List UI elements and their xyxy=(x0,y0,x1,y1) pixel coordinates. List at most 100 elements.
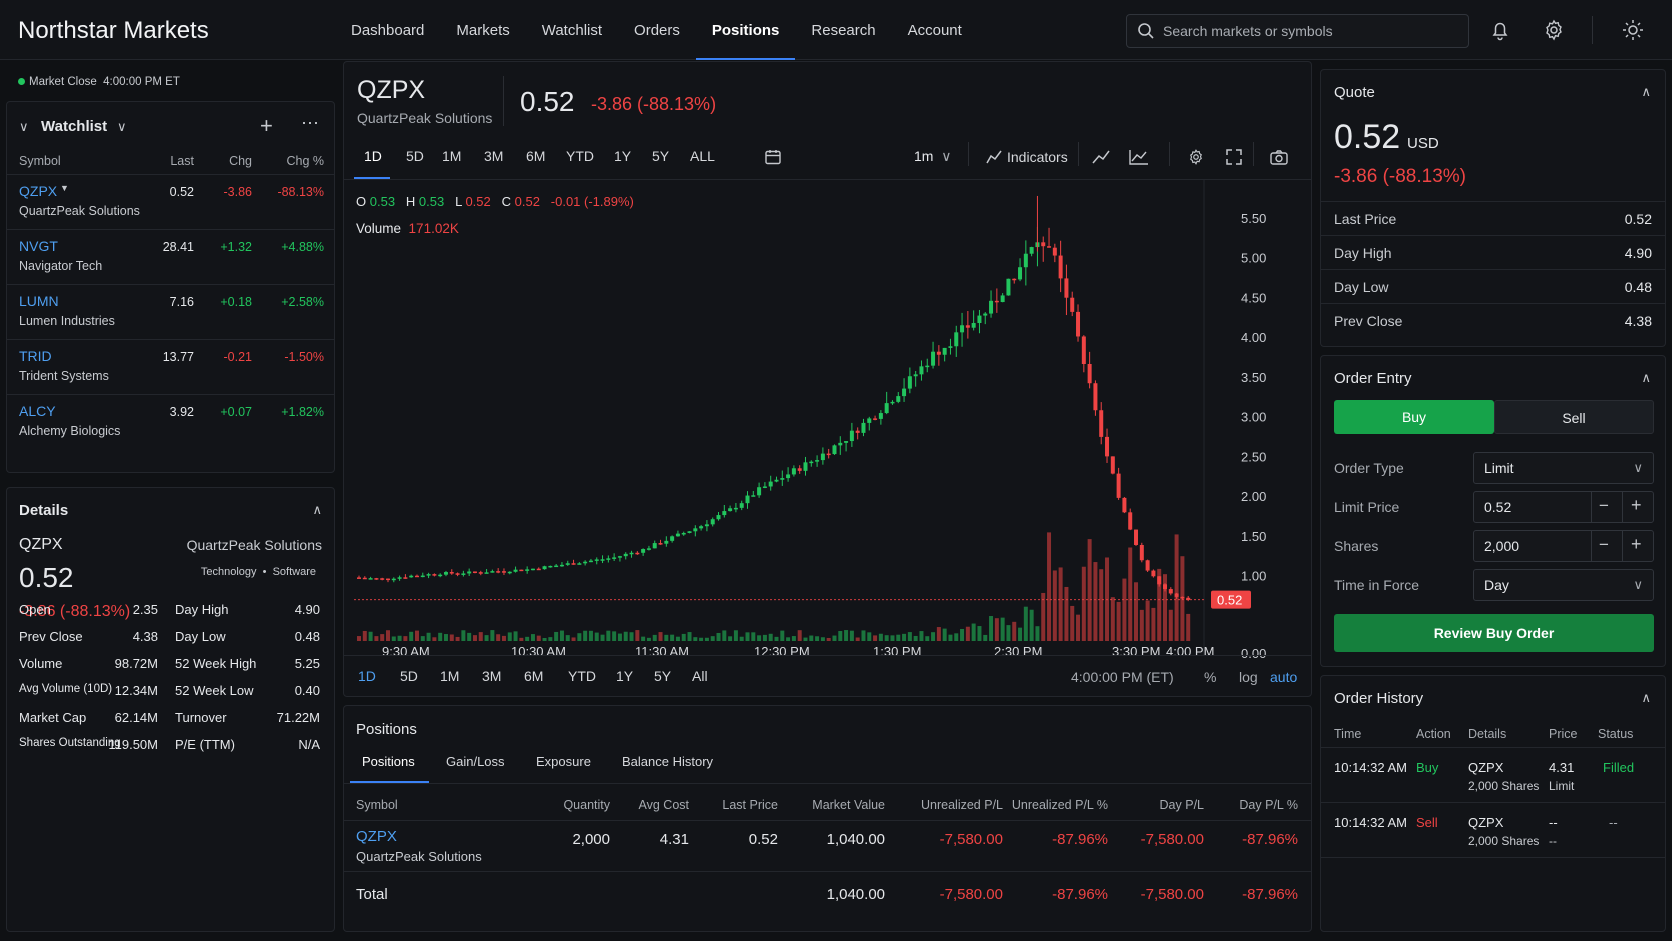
calendar-icon[interactable] xyxy=(764,148,782,166)
chevron-down-icon[interactable]: ∨ xyxy=(117,119,127,134)
details-title: Details xyxy=(19,502,69,519)
bottom-range-1d[interactable]: 1D xyxy=(358,668,376,684)
bottom-range-all[interactable]: All xyxy=(692,668,708,684)
position-row[interactable]: QZPX QuartzPeak Solutions 2,000 4.31 0.52 1,0… xyxy=(344,821,1311,871)
bottom-range-3m[interactable]: 3M xyxy=(482,668,502,684)
watchlist-row[interactable]: NVGT Navigator Tech 28.41 +1.32 +4.88% xyxy=(7,229,334,284)
volume-bar xyxy=(867,632,872,641)
percent-toggle[interactable]: % xyxy=(1204,669,1217,685)
y-tick-label: 1.00 xyxy=(1241,569,1266,584)
range-tab-6m[interactable]: 6M xyxy=(526,148,546,164)
candle xyxy=(936,351,941,355)
increment-icon[interactable]: + xyxy=(1631,534,1642,554)
watchlist-row[interactable]: LUMN Lumen Industries 7.16 +0.18 +2.58% xyxy=(7,284,334,339)
nav-positions[interactable]: Positions xyxy=(695,0,796,60)
search-input[interactable] xyxy=(1163,15,1463,47)
bottom-range-1m[interactable]: 1M xyxy=(440,668,460,684)
nav-dashboard[interactable]: Dashboard xyxy=(351,22,425,39)
range-tab-all[interactable]: ALL xyxy=(690,148,715,164)
range-tab-5y[interactable]: 5Y xyxy=(652,148,670,164)
watchlist-symbol[interactable]: LUMN xyxy=(19,293,59,309)
bell-icon[interactable] xyxy=(1488,18,1512,42)
nav-watchlist[interactable]: Watchlist xyxy=(541,22,603,39)
chevron-up-icon[interactable]: ∧ xyxy=(1641,370,1651,385)
tab-positions[interactable]: Positions xyxy=(362,754,415,769)
range-tab-3m[interactable]: 3M xyxy=(484,148,504,164)
range-tab-1y[interactable]: 1Y xyxy=(614,148,632,164)
increment-icon[interactable]: + xyxy=(1631,495,1642,515)
indicators-icon[interactable] xyxy=(985,148,1003,166)
candle xyxy=(693,528,698,532)
bottom-range-ytd[interactable]: YTD xyxy=(568,668,596,684)
theme-toggle-icon[interactable] xyxy=(1621,18,1645,42)
price-chart[interactable]: 5.50 5.00 4.50 4.00 3.50 3.00 2.50 2.00 1.50 1.00… xyxy=(344,180,1311,712)
candle xyxy=(1018,267,1023,280)
volume-bar xyxy=(884,635,889,641)
nav-account[interactable]: Account xyxy=(907,22,962,39)
bottom-range-5y[interactable]: 5Y xyxy=(654,668,672,684)
buy-button[interactable]: Buy xyxy=(1334,400,1494,434)
interval-select[interactable]: 1m ∨ xyxy=(914,148,952,164)
order-history-row[interactable]: 10:14:32 AM Sell QZPX 2,000 Shares -- -- -- xyxy=(1321,802,1665,857)
range-tab-ytd[interactable]: YTD xyxy=(566,148,594,164)
order-type-select[interactable]: Limit ∨ xyxy=(1473,452,1654,484)
watchlist-row[interactable]: ALCY Alchemy Biologics 3.92 +0.07 +1.82% xyxy=(7,394,334,449)
volume-bar xyxy=(1052,570,1057,641)
bottom-range-6m[interactable]: 6M xyxy=(524,668,544,684)
candle xyxy=(559,564,564,567)
position-symbol[interactable]: QZPX xyxy=(356,828,397,845)
range-tab-1d[interactable]: 1D xyxy=(364,148,382,164)
auto-toggle[interactable]: auto xyxy=(1270,669,1298,685)
camera-icon[interactable] xyxy=(1269,148,1289,166)
watchlist-row[interactable]: TRID Trident Systems 13.77 -0.21 -1.50% xyxy=(7,339,334,394)
range-tab-1m[interactable]: 1M xyxy=(442,148,462,164)
watchlist-title[interactable]: Watchlist xyxy=(41,118,108,135)
caret-down-icon[interactable]: ▼ xyxy=(60,183,69,193)
chevron-up-icon[interactable]: ∧ xyxy=(1641,84,1651,99)
shares-field[interactable]: 2,000 − + xyxy=(1473,530,1654,562)
watchlist-symbol[interactable]: NVGT xyxy=(19,238,58,254)
collapse-icon[interactable]: ∨ xyxy=(19,119,29,134)
order-history-row[interactable]: 10:14:32 AM Buy QZPX 2,000 Shares 4.31 Limit F… xyxy=(1321,747,1665,802)
range-tab-5d[interactable]: 5D xyxy=(406,148,424,164)
nav-research[interactable]: Research xyxy=(811,22,876,39)
limit-price-field[interactable]: 0.52 − + xyxy=(1473,491,1654,523)
decrement-icon[interactable]: − xyxy=(1599,496,1609,515)
review-buy-order-button[interactable]: Review Buy Order xyxy=(1334,614,1654,652)
fullscreen-icon[interactable] xyxy=(1225,148,1243,166)
details-label: Market Cap xyxy=(19,710,87,725)
watchlist-symbol[interactable]: TRID xyxy=(19,348,52,364)
more-icon[interactable]: ⋯ xyxy=(301,113,319,133)
sell-button[interactable]: Sell xyxy=(1494,400,1654,434)
tab-gain-loss[interactable]: Gain/Loss xyxy=(446,754,505,769)
watchlist-row[interactable]: QZPX QuartzPeak Solutions 0.52 -3.86 -88.13%… xyxy=(7,174,334,229)
indicators-button[interactable]: Indicators xyxy=(1007,149,1068,165)
quote-currency: USD xyxy=(1407,135,1439,152)
brand-logo[interactable]: Northstar Markets xyxy=(18,17,209,44)
position-qty: 2,000 xyxy=(572,831,610,848)
watchlist-symbol[interactable]: ALCY xyxy=(19,403,56,419)
gear-icon[interactable] xyxy=(1542,18,1566,42)
details-label: 52 Week Low xyxy=(175,683,254,698)
chart-type-icon[interactable] xyxy=(1128,148,1150,166)
line-draw-icon[interactable] xyxy=(1091,148,1111,166)
tif-select[interactable]: Day ∨ xyxy=(1473,569,1654,601)
bottom-range-1y[interactable]: 1Y xyxy=(616,668,634,684)
details-label: Turnover xyxy=(175,710,227,725)
tab-balance-history[interactable]: Balance History xyxy=(622,754,714,769)
nav-markets[interactable]: Markets xyxy=(456,22,510,39)
tab-exposure[interactable]: Exposure xyxy=(536,754,591,769)
log-toggle[interactable]: log xyxy=(1239,669,1258,685)
volume-bar xyxy=(1186,613,1191,641)
chevron-up-icon[interactable]: ∧ xyxy=(1641,690,1651,705)
chevron-up-icon[interactable]: ∧ xyxy=(312,502,322,517)
divider xyxy=(1321,857,1665,858)
candle xyxy=(1006,278,1011,296)
chart-settings-icon[interactable] xyxy=(1187,148,1205,166)
add-icon[interactable]: + xyxy=(260,113,273,138)
decrement-icon[interactable]: − xyxy=(1599,535,1609,554)
volume-bar xyxy=(600,634,605,641)
nav-orders[interactable]: Orders xyxy=(634,22,680,39)
bottom-range-5d[interactable]: 5D xyxy=(400,668,418,684)
watchlist-symbol[interactable]: QZPX xyxy=(19,183,58,199)
